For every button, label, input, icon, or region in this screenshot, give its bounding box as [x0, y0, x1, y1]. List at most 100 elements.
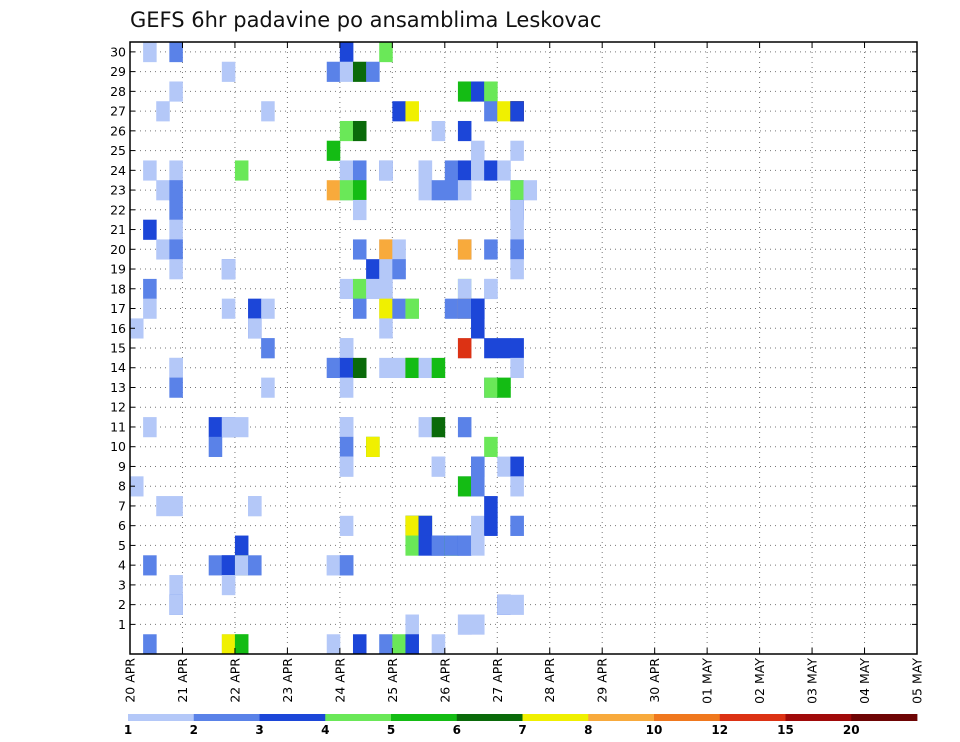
precip-cell — [339, 417, 354, 438]
x-tick-label: 24 APR — [332, 658, 347, 703]
x-tick-label: 27 APR — [490, 658, 505, 703]
precip-cell — [169, 180, 183, 201]
precip-cell — [261, 298, 275, 319]
precip-cell — [457, 338, 472, 359]
x-tick-label: 25 APR — [385, 658, 400, 703]
precip-cell — [379, 259, 393, 280]
y-tick-label: 21 — [110, 222, 126, 237]
precip-cell — [143, 634, 157, 655]
precip-cell — [143, 42, 157, 63]
legend-label: 2 — [190, 723, 198, 737]
precip-cell — [510, 515, 524, 536]
precip-cell — [169, 239, 183, 260]
precip-cell — [418, 357, 433, 379]
precip-cell — [221, 259, 236, 280]
precip-cell — [339, 278, 354, 300]
precip-cell — [339, 180, 354, 201]
x-tick-label: 01 MAY — [700, 658, 715, 704]
precip-cell — [431, 120, 446, 142]
precip-cell — [405, 515, 419, 536]
precip-cell — [339, 555, 354, 576]
y-tick-label: 19 — [110, 262, 126, 277]
precip-cell — [405, 535, 419, 556]
x-tick-label: 26 APR — [437, 658, 452, 703]
legend-swatch — [391, 714, 458, 721]
legend-swatch — [588, 714, 655, 721]
y-tick-label: 26 — [110, 123, 126, 138]
legend-swatch — [522, 714, 589, 721]
y-tick-label: 28 — [110, 84, 126, 99]
precip-cell — [510, 338, 524, 359]
legend-swatch — [128, 714, 195, 721]
precip-cell — [457, 298, 472, 319]
precip-cell — [143, 219, 157, 240]
precip-cell — [366, 436, 380, 457]
y-tick-label: 10 — [110, 439, 126, 454]
precip-cell — [208, 436, 223, 457]
legend-swatch — [654, 714, 721, 721]
precip-cell — [471, 298, 485, 319]
precip-cell — [221, 555, 236, 576]
x-tick-label: 29 APR — [595, 658, 610, 703]
precip-cell — [497, 377, 511, 398]
precip-cell — [169, 357, 183, 379]
y-tick-label: 2 — [118, 597, 126, 612]
precip-cell — [457, 120, 472, 142]
precip-cell — [497, 594, 511, 615]
y-tick-label: 15 — [110, 341, 126, 356]
precip-cell — [339, 338, 354, 359]
precip-cell — [405, 298, 419, 319]
precip-cell — [510, 199, 524, 221]
precip-cell — [457, 476, 472, 497]
precip-cell — [352, 180, 367, 201]
precip-cell — [510, 594, 524, 615]
precip-cell — [497, 456, 511, 477]
y-tick-label: 11 — [110, 419, 126, 434]
x-tick-label: 20 APR — [123, 658, 138, 703]
precip-cell — [444, 180, 459, 201]
precip-cell — [471, 456, 485, 477]
precip-cell — [457, 160, 472, 181]
y-tick-label: 24 — [110, 163, 126, 178]
x-axis-ticks: 20 APR 21 APR 22 APR 23 APR 24 APR 25 APR 26 A… — [123, 42, 925, 704]
precip-cell — [169, 219, 183, 240]
precip-cell — [484, 338, 498, 359]
precip-cell — [221, 298, 236, 319]
y-tick-label: 6 — [118, 518, 126, 533]
legend-label: 1 — [124, 723, 132, 737]
precip-cell — [379, 318, 393, 339]
precip-cell — [156, 496, 170, 517]
precip-cell — [234, 535, 249, 556]
precip-cell — [352, 160, 367, 181]
precip-cell — [169, 594, 183, 615]
precip-cell — [221, 61, 236, 82]
precip-cell — [457, 239, 472, 260]
y-tick-label: 13 — [110, 380, 126, 395]
precip-cell — [248, 298, 262, 319]
precip-cell — [484, 81, 498, 102]
legend-label: 15 — [777, 723, 794, 737]
precip-cell — [444, 535, 459, 556]
precip-cell — [143, 417, 157, 438]
legend-swatch — [719, 714, 786, 721]
chart-title: GEFS 6hr padavine po ansamblima Leskovac — [130, 8, 601, 32]
precip-cell — [130, 476, 144, 497]
precip-cell — [444, 160, 459, 181]
y-axis-ticks: 1234567891011121314151617181920212223242… — [110, 44, 917, 632]
precip-cell — [169, 496, 183, 517]
precip-cell — [471, 160, 485, 181]
precip-cell — [392, 298, 406, 319]
precip-cell — [261, 377, 275, 398]
precip-cells — [130, 42, 538, 655]
y-tick-label: 27 — [110, 104, 126, 119]
precip-cell — [444, 298, 459, 319]
y-tick-label: 8 — [118, 479, 126, 494]
precip-cell — [221, 634, 236, 655]
precip-cell — [457, 417, 472, 438]
precip-cell — [484, 515, 498, 536]
precip-cell — [484, 160, 498, 181]
precip-cell — [339, 357, 354, 379]
precip-cell — [484, 278, 498, 300]
precip-cell — [248, 318, 262, 339]
precip-cell — [484, 101, 498, 122]
